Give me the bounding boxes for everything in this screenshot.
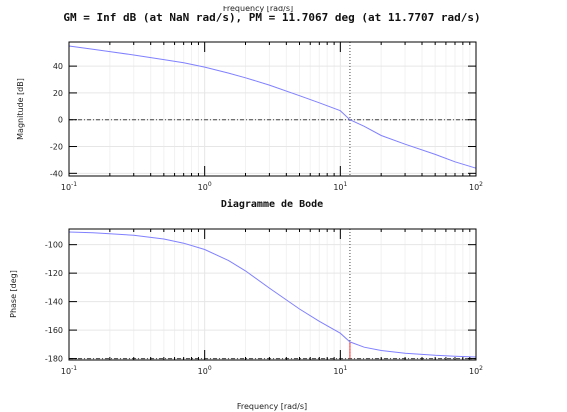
magnitude-axes-frame (68, 41, 477, 177)
magnitude-xtick-label: 102 (469, 181, 483, 192)
phase-series (68, 231, 477, 358)
magnitude-ytick-label: 40 (53, 62, 63, 71)
magnitude-x-tick-labels: 10-1 100 101 102 (61, 181, 483, 192)
magnitude-plot: -40 -20 0 20 40 10-1 100 101 102 Magnitude [dB]… (16, 41, 483, 210)
magnitude-y-tick-labels: -40 -20 0 20 40 (50, 62, 63, 178)
magnitude-series (68, 45, 477, 169)
magnitude-ytick-label: 20 (53, 89, 63, 98)
magnitude-xtick-label: 101 (333, 181, 347, 192)
phase-xlabel: Frequency [rad/s] (237, 402, 307, 411)
magnitude-ytick-label: -40 (50, 169, 63, 178)
phase-ytick-label: -140 (45, 298, 63, 307)
phase-xtick-label: 102 (469, 365, 483, 376)
phase-frame (68, 228, 477, 361)
top-crop-mask (0, 0, 567, 6)
phase-y-tick-labels: -180 -160 -140 -120 -100 (45, 241, 63, 364)
cut-top-xlabel: Frequency [rad/s] (223, 4, 293, 13)
phase-plot-area (69, 229, 476, 360)
magnitude-ylabel: Magnitude [dB] (16, 78, 25, 140)
phase-reference-lines (69, 229, 476, 360)
magnitude-xlabel: Diagramme de Bode (221, 198, 323, 210)
stability-margins-title: GM = Inf dB (at NaN rad/s), PM = 11.7067… (63, 11, 480, 24)
phase-xtick-label: 10-1 (61, 365, 77, 376)
magnitude-frame (68, 41, 477, 177)
magnitude-ytick-label: 0 (58, 116, 63, 125)
phase-x-tick-labels: 10-1 100 101 102 (61, 365, 483, 376)
phase-ytick-label: -100 (45, 241, 63, 250)
magnitude-xtick-label: 10-1 (61, 181, 77, 192)
magnitude-reference-lines (69, 42, 476, 176)
magnitude-plot-area (69, 42, 476, 176)
magnitude-series-line (68, 45, 477, 169)
phase-xtick-label: 100 (198, 365, 212, 376)
phase-ytick-label: -180 (45, 355, 63, 364)
phase-grid (68, 229, 476, 360)
phase-series-line (68, 231, 477, 358)
phase-ytick-label: -160 (45, 326, 63, 335)
phase-xtick-label: 101 (333, 365, 347, 376)
phase-axes-frame (68, 228, 477, 361)
magnitude-ytick-label: -20 (50, 143, 63, 152)
magnitude-xtick-label: 100 (198, 181, 212, 192)
phase-ytick-label: -120 (45, 269, 63, 278)
phase-ylabel: Phase [deg] (9, 270, 18, 318)
phase-plot: -180 -160 -140 -120 -100 10-1 100 101 102 Phase… (9, 228, 483, 411)
